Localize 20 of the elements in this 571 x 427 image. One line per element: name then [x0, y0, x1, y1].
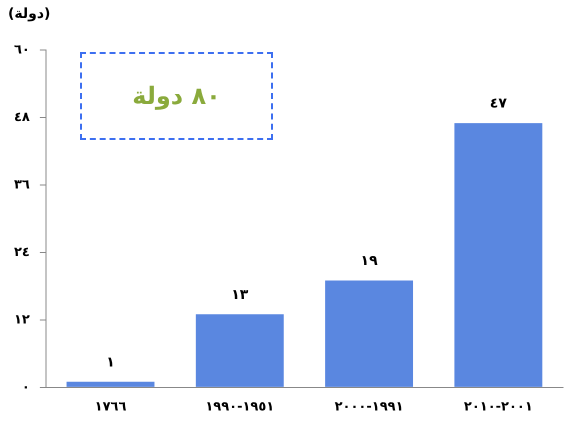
y-tick-label: ٠	[22, 380, 30, 395]
bar	[196, 314, 284, 387]
data-label: ٤٧	[490, 96, 508, 112]
y-axis-title: (دولة)	[8, 6, 50, 22]
x-tick-label: ١٩٥١-١٩٩٠	[205, 400, 274, 415]
x-tick-label: ٢٠٠١-٢٠١٠	[464, 400, 533, 415]
y-tick-label: ٤٨	[14, 110, 30, 125]
data-label: ١	[106, 354, 115, 370]
y-tick-label: ٦٠	[14, 42, 30, 58]
bar	[66, 382, 154, 387]
annotation: ٨٠ دولة	[80, 52, 273, 140]
bar	[325, 280, 414, 387]
y-tick-label: ١٢	[14, 312, 30, 328]
y-tick-label: ٢٤	[14, 244, 30, 260]
data-label: ١٣	[231, 286, 249, 303]
x-tick-label: ١٩٩١-٢٠٠٠	[334, 400, 404, 415]
bar	[454, 123, 542, 387]
data-label: ١٩	[360, 253, 378, 270]
x-tick-label: ١٧٦٦	[94, 400, 126, 415]
y-tick-label: ٣٦	[14, 177, 30, 192]
